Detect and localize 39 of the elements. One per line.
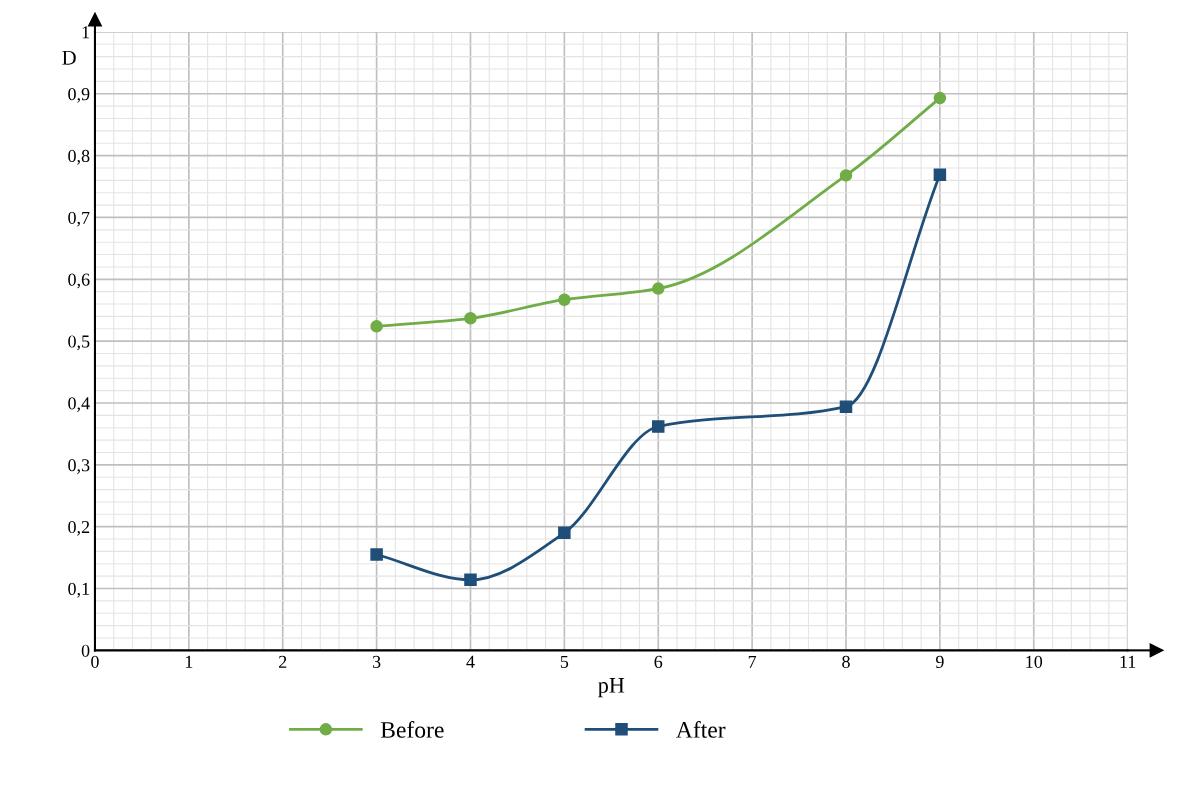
y-tick-label: 0,3	[68, 459, 90, 474]
x-tick-label: 7	[748, 655, 757, 668]
y-tick-label: 0,2	[68, 520, 90, 536]
x-tick-label: 8	[842, 655, 850, 668]
point	[651, 282, 665, 295]
x-axis-title: pH	[598, 678, 625, 698]
point	[558, 293, 571, 306]
y-tick-label: 0	[81, 644, 90, 657]
x-tick-label: 3	[372, 655, 381, 668]
y-tick-label: 0,4	[68, 397, 90, 413]
x-tick-label: 0	[91, 655, 99, 668]
y-tick-label: 0,6	[68, 273, 90, 289]
point	[464, 312, 477, 325]
x-tick-label: 2	[279, 655, 287, 668]
point	[933, 91, 947, 105]
y-tick-label: 0,1	[68, 582, 90, 598]
y-tick-label: 0,9	[68, 88, 90, 103]
x-tick-label: 6	[654, 655, 663, 668]
point	[933, 168, 947, 182]
y-tick-label: 0,7	[68, 211, 90, 227]
y-tick-label: 1	[82, 26, 90, 39]
point	[839, 400, 853, 413]
x-tick-label: 10	[1026, 655, 1043, 668]
x-tick-label: 4	[466, 655, 475, 668]
x-tick-label: 9	[935, 655, 944, 668]
legend-label: After	[676, 721, 726, 738]
point	[370, 548, 383, 561]
legend-label: Before	[380, 721, 444, 738]
y-tick-label: 0,8	[68, 149, 90, 165]
point	[370, 320, 383, 333]
x-tick-label: 1	[185, 655, 193, 668]
point	[839, 169, 853, 182]
point	[464, 573, 477, 587]
y-tick-label: 0,5	[68, 335, 90, 351]
x-tick-label: 11	[1120, 655, 1136, 668]
x-tick-label: 5	[560, 655, 569, 668]
point	[651, 420, 665, 433]
point	[558, 526, 571, 540]
y-axis-title: D	[62, 50, 76, 65]
